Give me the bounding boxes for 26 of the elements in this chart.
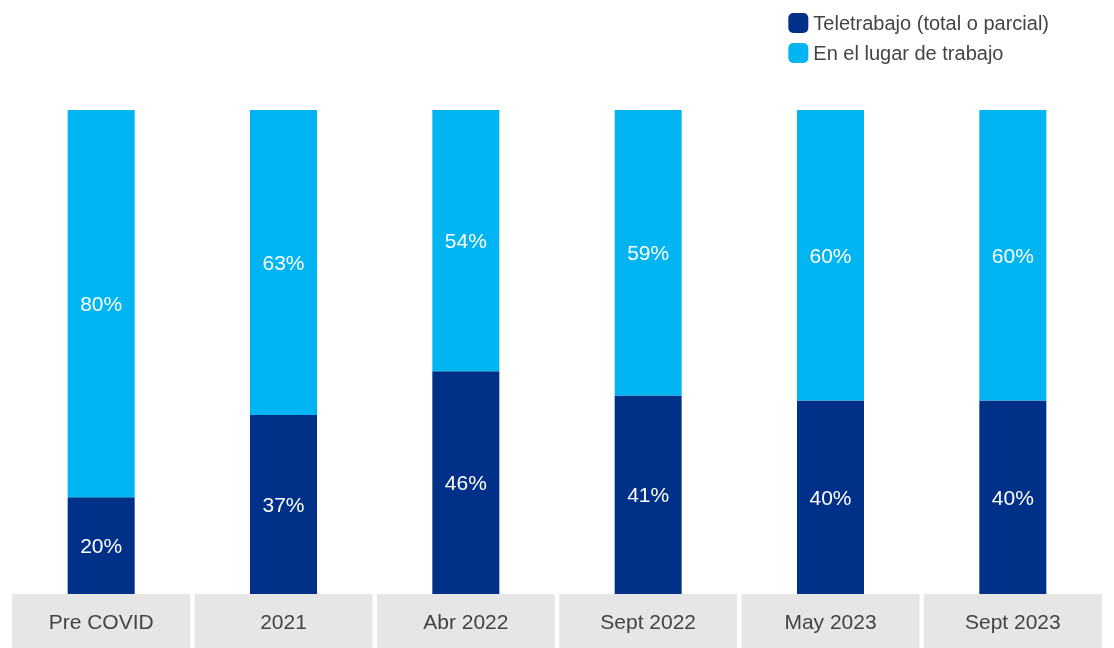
x-tick-label: May 2023 [784, 609, 877, 633]
bar [797, 110, 864, 401]
legend-label: Teletrabajo (total o parcial) [813, 12, 1050, 34]
data-label: 63% [262, 250, 305, 274]
legend-label: En el lugar de trabajo [813, 42, 1004, 64]
bar [614, 110, 682, 396]
data-label: 59% [627, 241, 670, 265]
data-label: 80% [80, 292, 123, 316]
data-label: 46% [444, 471, 487, 495]
data-label: 20% [80, 534, 123, 558]
x-tick-label: 2021 [260, 609, 307, 633]
bar [979, 110, 1047, 401]
bar [250, 110, 317, 415]
bar [67, 110, 135, 498]
data-label: 40% [991, 485, 1034, 509]
data-label: 40% [809, 485, 852, 509]
data-label: 54% [444, 229, 487, 253]
x-tick-label: Sept 2023 [964, 609, 1061, 633]
x-tick-label: Pre COVID [48, 609, 154, 633]
data-label: 60% [809, 243, 852, 267]
data-label: 41% [627, 483, 670, 507]
x-tick-label: Sept 2022 [600, 609, 697, 633]
x-tick-label: Abr 2022 [423, 609, 509, 633]
data-label: 37% [262, 492, 305, 516]
data-label: 60% [991, 243, 1034, 267]
bar [432, 110, 500, 372]
